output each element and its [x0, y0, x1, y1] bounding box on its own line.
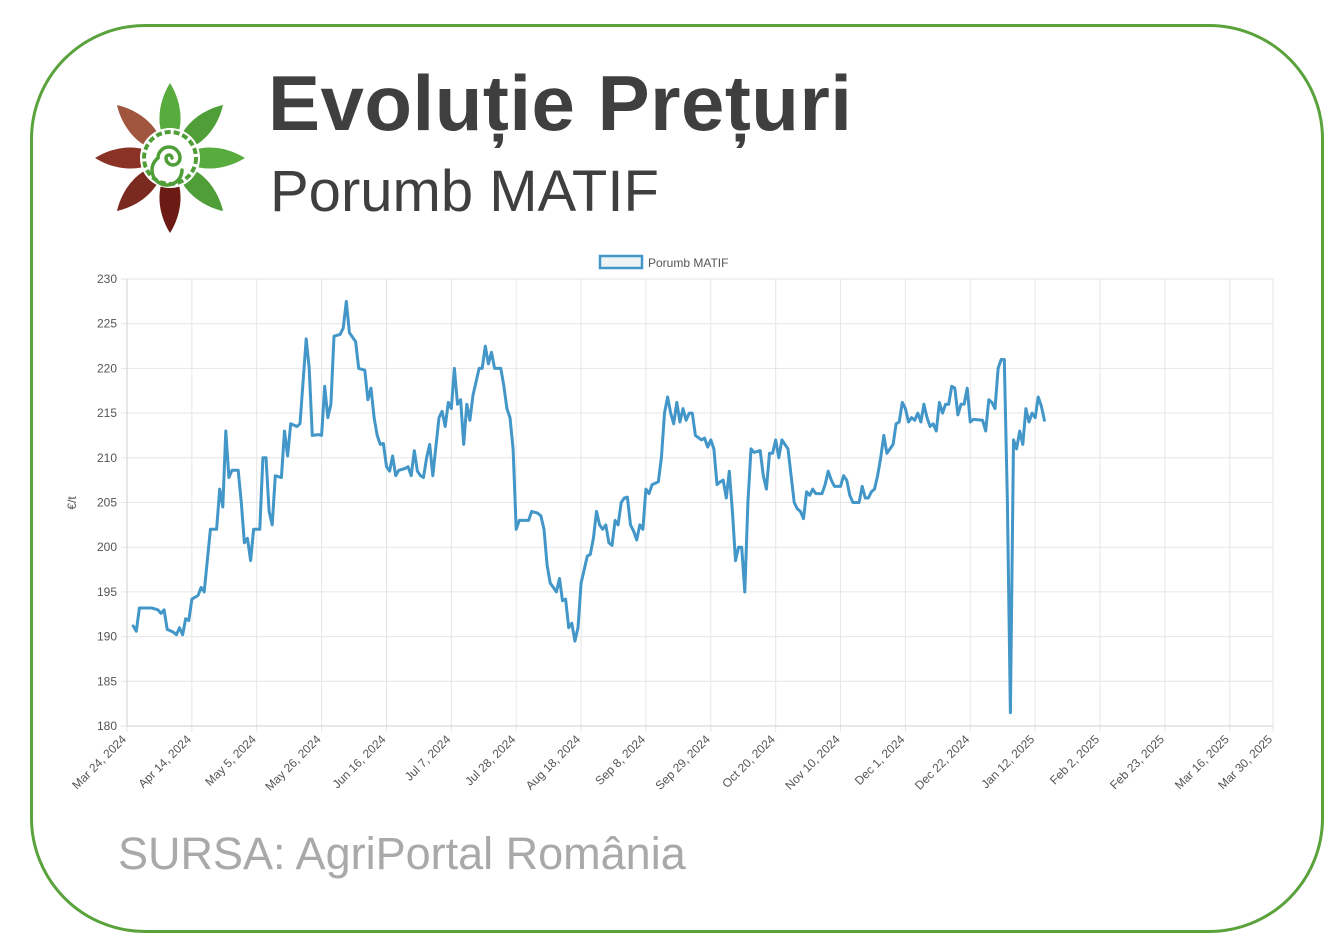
- x-tick-label: Oct 20, 2024: [719, 732, 778, 791]
- x-tick-label: Jul 28, 2024: [462, 732, 518, 788]
- chart-series: [131, 299, 1046, 715]
- y-axis-label: €/t: [65, 496, 79, 510]
- x-tick-label: Apr 14, 2024: [135, 732, 194, 791]
- y-tick-label: 225: [97, 317, 117, 331]
- x-tick-label: Feb 2, 2025: [1047, 732, 1102, 787]
- logo-spiral: [150, 145, 184, 187]
- card-frame: [30, 24, 1324, 933]
- y-tick-label: 230: [97, 272, 117, 286]
- x-tick-label: Feb 23, 2025: [1107, 732, 1167, 792]
- x-tick-label: Aug 18, 2024: [523, 732, 584, 793]
- logo-center: [140, 128, 200, 188]
- x-tick-label: Mar 24, 2024: [69, 732, 129, 792]
- legend-swatch: [598, 254, 644, 270]
- page-title: Evoluție Prețuri: [268, 59, 853, 147]
- x-tick-label: Dec 22, 2024: [912, 732, 973, 793]
- x-tick-label: Sep 8, 2024: [592, 732, 648, 788]
- y-tick-label: 185: [97, 674, 117, 688]
- chart-legend[interactable]: Porumb MATIF: [598, 254, 728, 270]
- y-tick-label: 215: [97, 406, 117, 420]
- y-tick-label: 190: [97, 630, 117, 644]
- source-credit: SURSA: AgriPortal România: [118, 828, 686, 879]
- x-tick-label: May 5, 2024: [202, 732, 259, 789]
- x-tick-label: Jan 12, 2025: [978, 732, 1037, 791]
- x-tick-label: Sep 29, 2024: [653, 732, 714, 793]
- agriportal-logo-icon: [95, 83, 245, 233]
- series-line: [131, 299, 1046, 715]
- page-subtitle: Porumb MATIF: [270, 159, 659, 224]
- y-tick-label: 210: [97, 451, 117, 465]
- legend-label: Porumb MATIF: [648, 256, 728, 270]
- x-tick-label: Jun 16, 2024: [330, 732, 389, 791]
- price-line-chart: 180 185 190 195 200 205 210 215 220 225 230 Mar 24…: [65, 254, 1275, 794]
- y-tick-label: 205: [97, 496, 117, 510]
- x-tick-label: Nov 10, 2024: [782, 732, 843, 793]
- y-tick-label: 200: [97, 540, 117, 554]
- y-axis-ticks: 180 185 190 195 200 205 210 215 220 225 230: [97, 272, 117, 733]
- y-tick-label: 220: [97, 361, 117, 375]
- x-tick-label: Dec 1, 2024: [852, 732, 908, 788]
- chart-grid: [121, 278, 1274, 732]
- x-axis-ticks: Mar 24, 2024 Apr 14, 2024 May 5, 2024 May 2…: [69, 732, 1275, 794]
- x-tick-label: Jul 7, 2024: [402, 732, 454, 784]
- x-tick-label: May 26, 2024: [262, 732, 324, 794]
- y-tick-label: 195: [97, 585, 117, 599]
- y-tick-label: 180: [97, 719, 117, 733]
